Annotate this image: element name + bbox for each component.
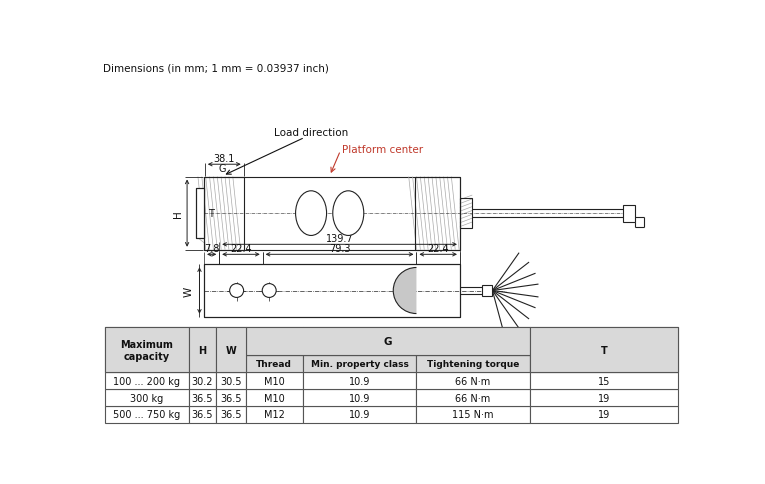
Bar	[416, 406, 529, 423]
Text: 30.2: 30.2	[191, 376, 213, 386]
Text: 7.8: 7.8	[204, 243, 220, 253]
Text: M10: M10	[264, 376, 285, 386]
Bar	[416, 355, 529, 372]
Bar	[246, 406, 302, 423]
Text: W: W	[184, 286, 194, 296]
Bar	[189, 355, 216, 372]
Bar	[189, 372, 216, 389]
Text: 30.5: 30.5	[220, 376, 242, 386]
Text: 38.1: 38.1	[213, 153, 235, 164]
Text: Platform center: Platform center	[342, 145, 423, 154]
Text: 139.7: 139.7	[326, 233, 353, 243]
Bar	[189, 406, 216, 423]
Bar	[105, 355, 189, 372]
Bar	[189, 389, 216, 406]
Text: W: W	[226, 345, 236, 355]
Text: 100 ... 200 kg: 100 ... 200 kg	[113, 376, 181, 386]
Bar	[302, 372, 416, 389]
Bar	[204, 265, 460, 317]
Text: 36.5: 36.5	[191, 393, 213, 403]
Text: 300 kg: 300 kg	[130, 393, 164, 403]
Bar	[246, 372, 302, 389]
Text: 36.5: 36.5	[220, 409, 242, 420]
Bar	[105, 372, 189, 389]
Bar	[262, 266, 416, 316]
Text: 36.5: 36.5	[191, 409, 213, 420]
Bar	[204, 177, 245, 250]
Bar	[105, 406, 189, 423]
Circle shape	[262, 284, 276, 298]
Text: H: H	[198, 345, 207, 355]
Bar	[529, 389, 679, 406]
Bar	[416, 372, 529, 389]
Bar	[246, 355, 302, 372]
Text: M10: M10	[264, 393, 285, 403]
Text: 10.9: 10.9	[349, 393, 370, 403]
Bar	[105, 328, 189, 372]
Text: 19: 19	[598, 409, 610, 420]
Text: 15: 15	[597, 376, 610, 386]
Text: Dimensions (in mm; 1 mm = 0.03937 inch): Dimensions (in mm; 1 mm = 0.03937 inch)	[103, 63, 329, 74]
Bar	[216, 328, 246, 372]
Bar	[529, 328, 679, 372]
Bar	[197, 189, 204, 239]
Wedge shape	[393, 268, 416, 314]
Bar	[216, 328, 246, 355]
Bar	[246, 328, 302, 355]
Text: H: H	[173, 210, 183, 217]
Text: 500 ... 750 kg: 500 ... 750 kg	[113, 409, 181, 420]
Text: M12: M12	[264, 409, 285, 420]
Text: 10.9: 10.9	[349, 409, 370, 420]
Text: Maximum
capacity: Maximum capacity	[120, 339, 173, 361]
Text: 66 N·m: 66 N·m	[455, 376, 490, 386]
Bar	[246, 389, 302, 406]
Text: T: T	[601, 345, 607, 355]
Bar	[416, 389, 529, 406]
Bar	[105, 328, 189, 355]
Text: 19: 19	[598, 393, 610, 403]
Bar	[216, 372, 246, 389]
Bar	[529, 372, 679, 389]
Circle shape	[230, 284, 243, 298]
Bar	[529, 328, 679, 355]
Text: 22.4: 22.4	[230, 243, 252, 253]
Bar	[482, 286, 493, 296]
Bar	[246, 328, 529, 355]
Bar	[105, 389, 189, 406]
Text: Min. property class: Min. property class	[311, 360, 409, 368]
Text: 36.5: 36.5	[220, 393, 242, 403]
Text: T: T	[208, 209, 214, 219]
Bar	[302, 355, 416, 372]
Bar	[189, 328, 216, 372]
Bar	[216, 389, 246, 406]
Text: Tightening torque: Tightening torque	[427, 360, 519, 368]
Bar	[204, 265, 460, 317]
Bar	[623, 205, 635, 222]
Text: 79.3: 79.3	[329, 243, 350, 253]
Bar	[204, 177, 460, 250]
Bar	[302, 328, 416, 355]
Bar	[529, 406, 679, 423]
Bar	[529, 355, 679, 372]
Bar	[216, 355, 246, 372]
Bar	[189, 328, 216, 355]
Text: G: G	[218, 164, 226, 174]
Bar	[216, 406, 246, 423]
Text: 66 N·m: 66 N·m	[455, 393, 490, 403]
Bar	[302, 389, 416, 406]
Bar	[302, 406, 416, 423]
Text: 22.4: 22.4	[428, 243, 449, 253]
Text: 10.9: 10.9	[349, 376, 370, 386]
Bar	[460, 199, 472, 228]
Ellipse shape	[295, 191, 327, 236]
Text: Load direction: Load direction	[274, 127, 348, 137]
Ellipse shape	[333, 191, 364, 236]
Text: Thread: Thread	[256, 360, 292, 368]
Text: G: G	[383, 337, 392, 347]
Text: 115 N·m: 115 N·m	[452, 409, 493, 420]
Bar	[197, 189, 204, 239]
Bar	[416, 328, 529, 355]
Bar	[415, 177, 460, 250]
